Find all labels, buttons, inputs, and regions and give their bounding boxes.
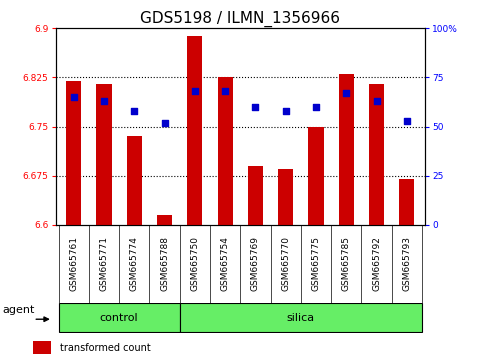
Point	[221, 88, 229, 94]
Text: GSM665775: GSM665775	[312, 236, 321, 291]
Point	[130, 108, 138, 114]
Text: GSM665793: GSM665793	[402, 236, 412, 291]
Text: GSM665770: GSM665770	[281, 236, 290, 291]
Bar	[248, 166, 263, 225]
Point	[252, 104, 259, 110]
Text: GSM665785: GSM665785	[342, 236, 351, 291]
Bar	[187, 36, 202, 225]
Bar	[97, 84, 112, 225]
Bar	[217, 78, 233, 225]
Text: GSM665792: GSM665792	[372, 236, 381, 291]
Point	[191, 88, 199, 94]
Point	[312, 104, 320, 110]
Text: GSM665769: GSM665769	[251, 236, 260, 291]
Bar	[309, 126, 324, 225]
Bar	[339, 74, 354, 225]
Title: GDS5198 / ILMN_1356966: GDS5198 / ILMN_1356966	[140, 11, 341, 27]
Point	[161, 120, 169, 125]
Bar	[399, 179, 414, 225]
Bar	[66, 81, 81, 225]
Point	[100, 98, 108, 104]
Point	[70, 94, 78, 100]
Text: GSM665771: GSM665771	[99, 236, 109, 291]
Bar	[278, 169, 293, 225]
Text: GSM665774: GSM665774	[130, 236, 139, 291]
Bar	[58, 303, 180, 332]
Bar	[33, 341, 51, 354]
Point	[342, 90, 350, 96]
Text: transformed count: transformed count	[60, 343, 150, 353]
Text: silica: silica	[287, 313, 315, 323]
Text: agent: agent	[3, 305, 35, 315]
Text: GSM665761: GSM665761	[69, 236, 78, 291]
Text: GSM665750: GSM665750	[190, 236, 199, 291]
Point	[373, 98, 381, 104]
Text: control: control	[100, 313, 139, 323]
Point	[282, 108, 290, 114]
Bar	[369, 84, 384, 225]
Bar	[180, 303, 422, 332]
Text: GSM665788: GSM665788	[160, 236, 169, 291]
Text: GSM665754: GSM665754	[221, 236, 229, 291]
Point	[403, 118, 411, 124]
Bar	[157, 215, 172, 225]
Bar	[127, 136, 142, 225]
